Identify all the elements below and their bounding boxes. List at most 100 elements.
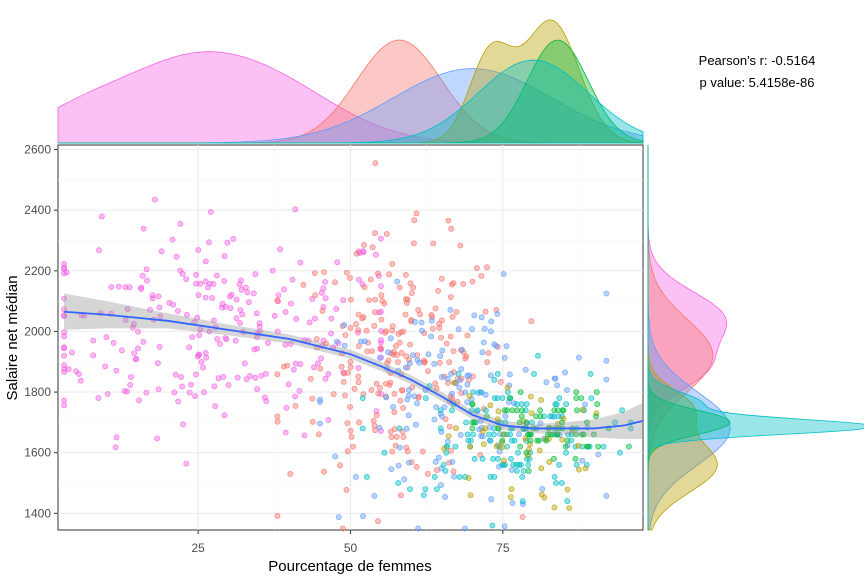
data-point bbox=[216, 341, 223, 347]
data-point bbox=[469, 326, 475, 333]
data-point bbox=[320, 285, 327, 292]
data-point bbox=[499, 437, 506, 444]
data-point bbox=[261, 394, 268, 401]
data-point bbox=[495, 455, 501, 462]
data-point bbox=[129, 324, 136, 331]
data-point bbox=[403, 296, 409, 303]
data-point bbox=[322, 279, 328, 285]
x-axis-title: Pourcentage de femmes bbox=[268, 558, 431, 575]
data-point bbox=[388, 466, 395, 472]
data-point bbox=[269, 267, 276, 274]
data-point bbox=[402, 364, 409, 371]
data-point bbox=[371, 422, 378, 429]
data-point bbox=[333, 305, 340, 312]
data-point bbox=[603, 290, 610, 297]
data-point bbox=[202, 258, 209, 265]
data-point bbox=[537, 413, 544, 420]
data-point bbox=[339, 525, 346, 532]
data-point bbox=[348, 433, 355, 440]
data-point bbox=[480, 441, 487, 448]
data-point bbox=[293, 315, 300, 322]
data-point bbox=[568, 437, 575, 444]
data-point bbox=[449, 390, 455, 397]
smooth-trend-line bbox=[64, 310, 644, 430]
data-point bbox=[287, 470, 294, 477]
data-point bbox=[421, 359, 428, 366]
data-point bbox=[494, 416, 501, 422]
data-point bbox=[151, 196, 158, 203]
data-point bbox=[507, 494, 514, 500]
data-point bbox=[352, 473, 359, 480]
data-point bbox=[478, 272, 485, 279]
data-point bbox=[200, 364, 206, 371]
data-point bbox=[247, 372, 253, 379]
data-point bbox=[412, 421, 419, 428]
data-point bbox=[128, 374, 134, 380]
data-point bbox=[95, 395, 102, 401]
data-point bbox=[497, 378, 504, 385]
data-point bbox=[435, 454, 442, 461]
x-tick-label: 75 bbox=[496, 541, 510, 555]
data-point bbox=[551, 413, 558, 420]
data-point bbox=[355, 327, 362, 333]
data-point bbox=[328, 315, 335, 322]
data-point bbox=[113, 434, 120, 441]
data-point bbox=[262, 370, 269, 377]
data-point bbox=[369, 348, 376, 354]
data-point bbox=[212, 403, 219, 409]
data-point bbox=[519, 498, 526, 505]
data-point bbox=[252, 374, 259, 381]
data-point bbox=[143, 389, 150, 396]
data-point bbox=[320, 468, 327, 475]
data-point bbox=[61, 345, 67, 352]
data-point bbox=[418, 319, 425, 326]
data-point bbox=[312, 292, 319, 299]
confidence-band bbox=[64, 293, 643, 440]
data-point bbox=[503, 343, 510, 350]
data-point bbox=[556, 395, 563, 401]
data-point bbox=[431, 416, 438, 423]
p-value-label: p value: 5.4158e-86 bbox=[700, 75, 815, 90]
data-point bbox=[335, 514, 342, 520]
data-point bbox=[594, 401, 601, 408]
data-point bbox=[156, 304, 163, 311]
data-point bbox=[227, 293, 233, 300]
data-point bbox=[361, 241, 367, 248]
data-point bbox=[347, 296, 354, 303]
data-point bbox=[559, 419, 565, 426]
data-point bbox=[280, 363, 287, 370]
data-point bbox=[422, 395, 429, 401]
data-point bbox=[413, 210, 420, 217]
data-point bbox=[513, 401, 520, 408]
data-point bbox=[458, 366, 465, 372]
data-point bbox=[344, 448, 351, 455]
data-point bbox=[509, 437, 515, 444]
data-point bbox=[471, 419, 478, 426]
data-point bbox=[264, 340, 271, 346]
data-point bbox=[372, 160, 379, 167]
data-point bbox=[424, 470, 431, 477]
data-point bbox=[406, 360, 413, 367]
data-point bbox=[175, 398, 182, 405]
data-point bbox=[209, 295, 215, 301]
data-point bbox=[448, 370, 454, 377]
data-point bbox=[520, 467, 527, 474]
data-point bbox=[438, 482, 444, 489]
data-point bbox=[403, 444, 410, 451]
data-point bbox=[98, 213, 105, 220]
data-point bbox=[617, 449, 623, 456]
data-point bbox=[465, 475, 472, 481]
data-point bbox=[562, 443, 569, 450]
data-point bbox=[508, 486, 515, 493]
data-point bbox=[61, 333, 67, 340]
data-point bbox=[73, 368, 79, 375]
data-point bbox=[358, 338, 364, 345]
data-point bbox=[383, 394, 390, 401]
data-point bbox=[292, 360, 299, 367]
data-point bbox=[375, 270, 381, 277]
data-point bbox=[342, 392, 348, 399]
data-point bbox=[482, 407, 489, 414]
data-point bbox=[192, 393, 198, 400]
data-point bbox=[318, 355, 324, 362]
data-point bbox=[96, 247, 102, 254]
